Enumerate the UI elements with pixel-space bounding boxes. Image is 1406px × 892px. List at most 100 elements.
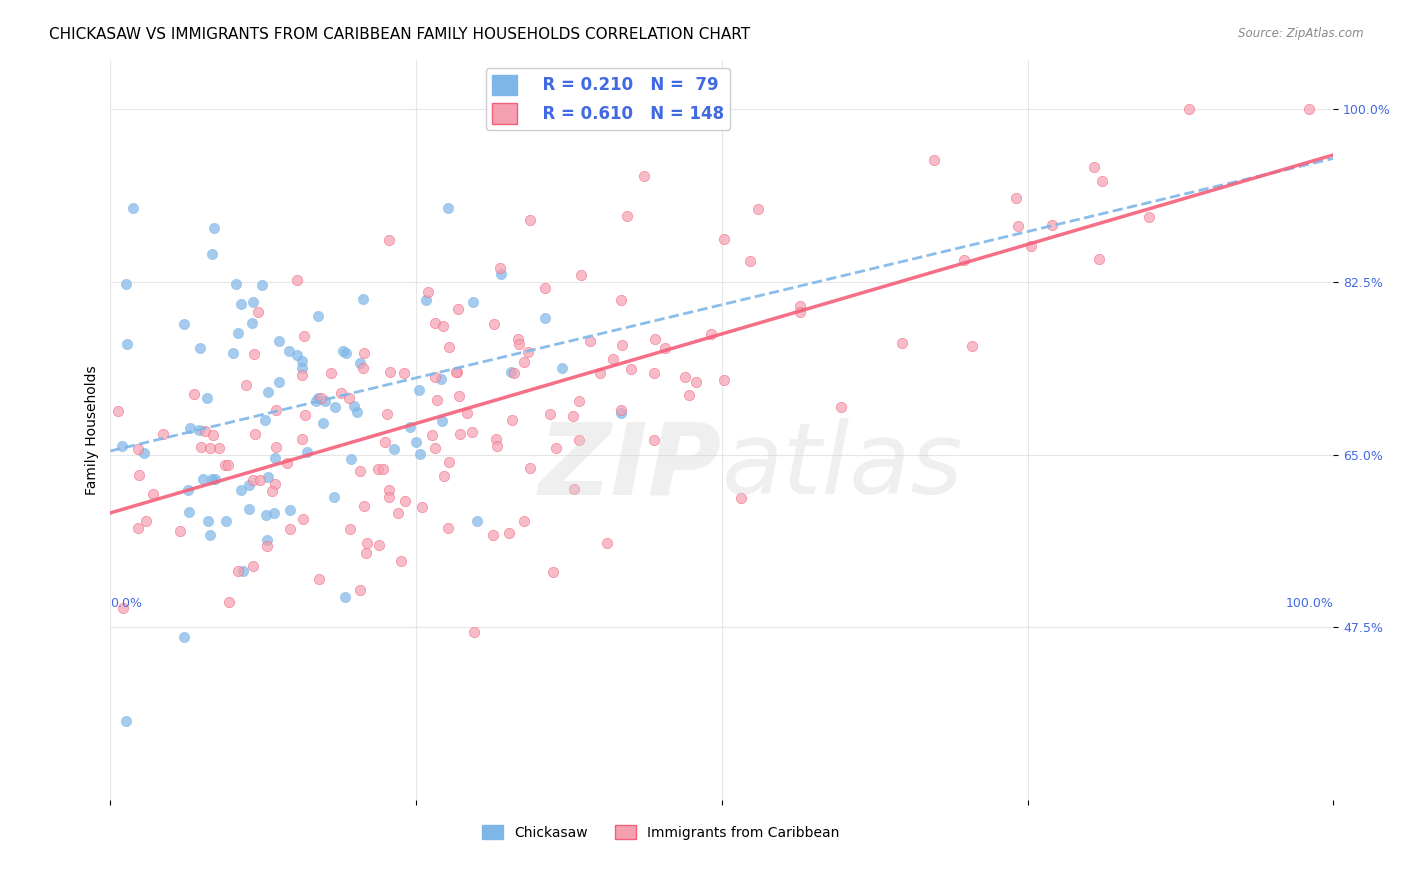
Chickasaw [254, 508, 277, 523]
Immigrants from Caribbean [506, 332, 529, 346]
Chickasaw [215, 514, 238, 528]
Immigrants from Caribbean [502, 366, 524, 380]
Immigrants from Caribbean [498, 526, 520, 541]
Immigrants from Caribbean [1083, 160, 1105, 174]
Immigrants from Caribbean [633, 169, 655, 183]
Immigrants from Caribbean [135, 514, 157, 528]
Immigrants from Caribbean [235, 377, 257, 392]
Immigrants from Caribbean [543, 566, 565, 580]
Immigrants from Caribbean [352, 360, 374, 375]
Immigrants from Caribbean [198, 441, 221, 455]
Immigrants from Caribbean [644, 332, 666, 346]
Chickasaw [399, 420, 422, 434]
Immigrants from Caribbean [249, 473, 271, 487]
Immigrants from Caribbean [444, 365, 467, 379]
Immigrants from Caribbean [242, 559, 264, 574]
Immigrants from Caribbean [276, 456, 298, 470]
Text: 0.0%: 0.0% [111, 597, 142, 609]
Immigrants from Caribbean [513, 514, 536, 528]
Chickasaw [269, 334, 291, 349]
Chickasaw [263, 506, 285, 520]
Immigrants from Caribbean [516, 345, 538, 359]
Immigrants from Caribbean [713, 232, 735, 246]
Immigrants from Caribbean [319, 367, 342, 381]
Chickasaw [339, 451, 361, 466]
Immigrants from Caribbean [673, 369, 696, 384]
Immigrants from Caribbean [1040, 218, 1063, 232]
Immigrants from Caribbean [643, 434, 665, 448]
Chickasaw [264, 451, 287, 466]
Chickasaw [225, 277, 247, 291]
Immigrants from Caribbean [569, 268, 592, 283]
Chickasaw [201, 472, 224, 486]
Chickasaw [382, 442, 405, 457]
Text: CHICKASAW VS IMMIGRANTS FROM CARIBBEAN FAMILY HOUSEHOLDS CORRELATION CHART: CHICKASAW VS IMMIGRANTS FROM CARIBBEAN F… [49, 27, 751, 42]
Chickasaw [238, 501, 260, 516]
Immigrants from Caribbean [890, 336, 912, 351]
Immigrants from Caribbean [432, 318, 454, 333]
Immigrants from Caribbean [378, 233, 401, 247]
Immigrants from Caribbean [416, 285, 439, 300]
Immigrants from Caribbean [194, 424, 217, 438]
Immigrants from Caribbean [214, 458, 236, 472]
Chickasaw [314, 394, 336, 409]
Immigrants from Caribbean [456, 406, 478, 420]
Chickasaw [291, 353, 314, 368]
Immigrants from Caribbean [217, 458, 239, 472]
Immigrants from Caribbean [437, 340, 460, 354]
Chickasaw [610, 406, 633, 420]
Chickasaw [295, 445, 318, 459]
Immigrants from Caribbean [111, 601, 134, 615]
Chickasaw [198, 528, 221, 542]
Immigrants from Caribbean [1088, 252, 1111, 267]
Chickasaw [550, 361, 572, 376]
Immigrants from Caribbean [579, 334, 602, 349]
Immigrants from Caribbean [534, 281, 557, 295]
Text: 100.0%: 100.0% [1285, 597, 1333, 609]
Chickasaw [202, 221, 225, 235]
Chickasaw [278, 502, 301, 516]
Chickasaw [285, 348, 308, 362]
Chickasaw [342, 399, 364, 413]
Immigrants from Caribbean [218, 594, 240, 608]
Immigrants from Caribbean [411, 500, 433, 514]
Chickasaw [173, 317, 195, 331]
Immigrants from Caribbean [208, 441, 231, 455]
Immigrants from Caribbean [247, 305, 270, 319]
Chickasaw [173, 631, 195, 645]
Chickasaw [349, 356, 371, 370]
Immigrants from Caribbean [423, 316, 446, 330]
Chickasaw [193, 472, 215, 486]
Chickasaw [409, 447, 432, 461]
Immigrants from Caribbean [394, 494, 416, 508]
Immigrants from Caribbean [378, 483, 401, 497]
Chickasaw [179, 505, 201, 519]
Immigrants from Caribbean [349, 464, 371, 478]
Immigrants from Caribbean [616, 209, 638, 223]
Immigrants from Caribbean [353, 346, 375, 360]
Immigrants from Caribbean [226, 564, 249, 578]
Immigrants from Caribbean [544, 441, 567, 455]
Immigrants from Caribbean [243, 427, 266, 442]
Immigrants from Caribbean [568, 394, 591, 409]
Chickasaw [267, 375, 290, 389]
Immigrants from Caribbean [437, 455, 460, 469]
Immigrants from Caribbean [285, 273, 308, 287]
Immigrants from Caribbean [437, 521, 460, 535]
Chickasaw [430, 414, 453, 428]
Chickasaw [177, 483, 200, 497]
Immigrants from Caribbean [789, 305, 811, 319]
Immigrants from Caribbean [337, 391, 360, 405]
Immigrants from Caribbean [367, 462, 389, 476]
Immigrants from Caribbean [264, 440, 287, 454]
Immigrants from Caribbean [256, 539, 278, 553]
Chickasaw [195, 392, 218, 406]
Chickasaw [311, 416, 333, 430]
Chickasaw [201, 246, 224, 260]
Immigrants from Caribbean [740, 253, 762, 268]
Immigrants from Caribbean [309, 392, 332, 406]
Chickasaw [333, 590, 356, 604]
Chickasaw [134, 446, 156, 460]
Immigrants from Caribbean [263, 477, 285, 491]
Chickasaw [187, 423, 209, 437]
